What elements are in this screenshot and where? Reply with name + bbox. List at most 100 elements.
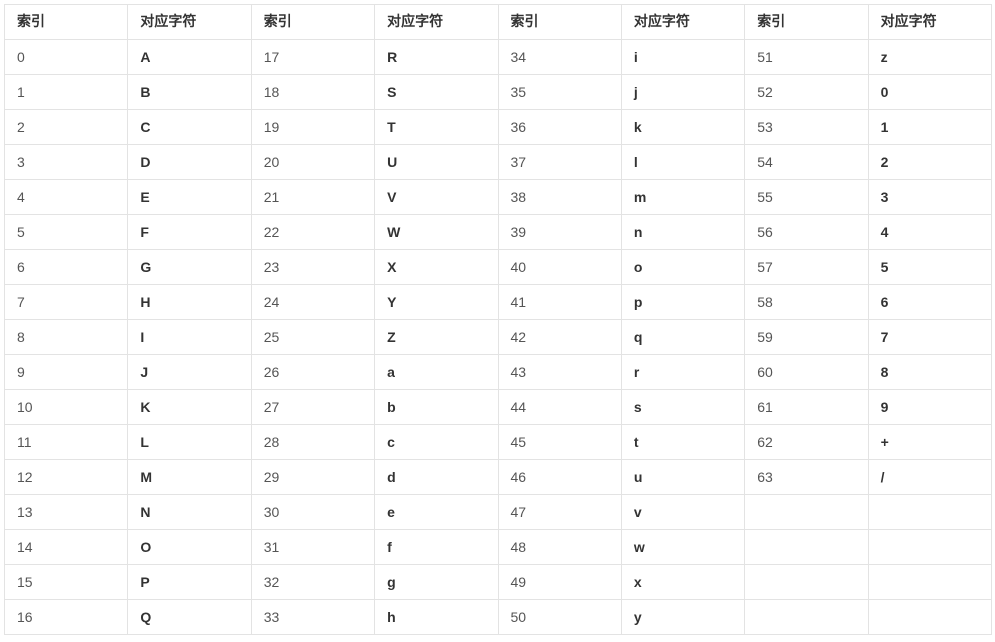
char-cell: n: [620, 214, 746, 250]
char-cell: [867, 599, 993, 635]
char-cell: o: [620, 249, 746, 285]
table-row: 10 K 27 b 44 s 61 9: [3, 389, 993, 425]
index-cell: [744, 564, 869, 600]
char-cell: S: [374, 74, 499, 110]
char-cell: A: [127, 39, 252, 75]
char-cell: j: [620, 74, 746, 110]
char-cell: 7: [867, 319, 993, 355]
char-cell: 2: [867, 144, 993, 180]
index-cell: 12: [3, 459, 129, 495]
char-cell: 9: [867, 389, 993, 425]
table-row: 2 C 19 T 36 k 53 1: [3, 109, 993, 145]
char-cell: C: [127, 109, 252, 145]
index-cell: 52: [744, 74, 869, 110]
char-cell: p: [620, 284, 746, 320]
char-cell: X: [374, 249, 499, 285]
char-cell: 6: [867, 284, 993, 320]
index-cell: 58: [744, 284, 869, 320]
table-row: 0 A 17 R 34 i 51 z: [3, 39, 993, 75]
header-char-2: 对应字符: [374, 4, 499, 40]
char-cell: J: [127, 354, 252, 390]
table-row: 11 L 28 c 45 t 62 +: [3, 424, 993, 460]
index-cell: 57: [744, 249, 869, 285]
index-cell: 62: [744, 424, 869, 460]
index-cell: 8: [3, 319, 129, 355]
char-cell: K: [127, 389, 252, 425]
index-cell: 3: [3, 144, 129, 180]
char-cell: m: [620, 179, 746, 215]
char-cell: M: [127, 459, 252, 495]
index-cell: 25: [250, 319, 376, 355]
index-cell: 47: [497, 494, 622, 530]
index-cell: 22: [250, 214, 376, 250]
index-cell: 59: [744, 319, 869, 355]
char-cell: l: [620, 144, 746, 180]
table-row: 14 O 31 f 48 w: [3, 529, 993, 565]
index-cell: 5: [3, 214, 129, 250]
char-cell: Z: [374, 319, 499, 355]
char-cell: w: [620, 529, 746, 565]
table-row: 6 G 23 X 40 o 57 5: [3, 249, 993, 285]
char-cell: f: [374, 529, 499, 565]
char-cell: s: [620, 389, 746, 425]
index-cell: 23: [250, 249, 376, 285]
index-cell: 46: [497, 459, 622, 495]
char-cell: N: [127, 494, 252, 530]
header-index-4: 索引: [744, 4, 869, 40]
char-cell: 3: [867, 179, 993, 215]
index-cell: 40: [497, 249, 622, 285]
char-cell: x: [620, 564, 746, 600]
index-cell: 15: [3, 564, 129, 600]
char-cell: b: [374, 389, 499, 425]
char-cell: R: [374, 39, 499, 75]
char-cell: 5: [867, 249, 993, 285]
header-char-1: 对应字符: [127, 4, 252, 40]
index-cell: 24: [250, 284, 376, 320]
char-cell: 4: [867, 214, 993, 250]
index-cell: 44: [497, 389, 622, 425]
index-cell: 34: [497, 39, 622, 75]
index-cell: 61: [744, 389, 869, 425]
table-row: 16 Q 33 h 50 y: [3, 599, 993, 635]
char-cell: i: [620, 39, 746, 75]
char-cell: 1: [867, 109, 993, 145]
index-cell: 6: [3, 249, 129, 285]
char-cell: d: [374, 459, 499, 495]
char-cell: [867, 564, 993, 600]
index-cell: 4: [3, 179, 129, 215]
char-cell: H: [127, 284, 252, 320]
char-cell: g: [374, 564, 499, 600]
index-cell: 29: [250, 459, 376, 495]
index-cell: 55: [744, 179, 869, 215]
index-cell: 9: [3, 354, 129, 390]
char-cell: I: [127, 319, 252, 355]
char-cell: y: [620, 599, 746, 635]
header-char-4: 对应字符: [867, 4, 993, 40]
index-cell: 54: [744, 144, 869, 180]
char-cell: D: [127, 144, 252, 180]
index-cell: 13: [3, 494, 129, 530]
char-cell: z: [867, 39, 993, 75]
char-cell: v: [620, 494, 746, 530]
char-cell: +: [867, 424, 993, 460]
char-cell: G: [127, 249, 252, 285]
index-cell: 10: [3, 389, 129, 425]
char-cell: 0: [867, 74, 993, 110]
table-row: 5 F 22 W 39 n 56 4: [3, 214, 993, 250]
index-cell: 19: [250, 109, 376, 145]
char-cell: E: [127, 179, 252, 215]
index-cell: 27: [250, 389, 376, 425]
index-cell: 33: [250, 599, 376, 635]
char-cell: T: [374, 109, 499, 145]
index-cell: 41: [497, 284, 622, 320]
char-cell: Q: [127, 599, 252, 635]
char-cell: /: [867, 459, 993, 495]
index-cell: 7: [3, 284, 129, 320]
table-row: 7 H 24 Y 41 p 58 6: [3, 284, 993, 320]
header-row: 索引 对应字符 索引 对应字符 索引 对应字符 索引 对应字符: [3, 4, 993, 40]
header-index-1: 索引: [3, 4, 129, 40]
index-cell: 30: [250, 494, 376, 530]
index-cell: 48: [497, 529, 622, 565]
index-cell: 32: [250, 564, 376, 600]
char-cell: [867, 494, 993, 530]
